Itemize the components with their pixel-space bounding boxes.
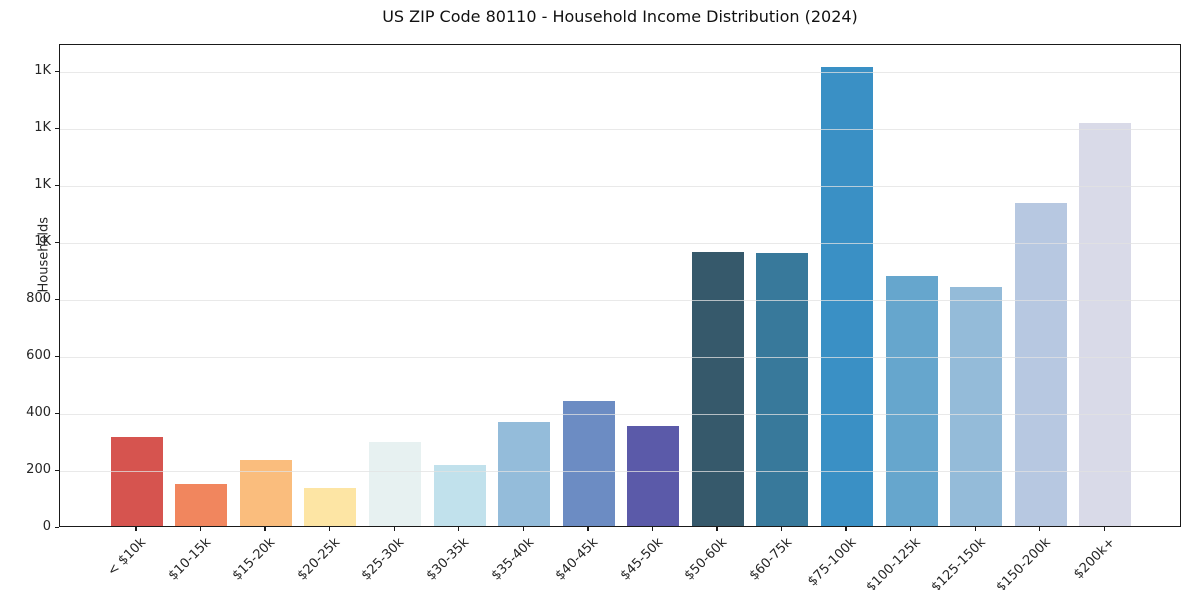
- y-tick-mark: [55, 298, 59, 300]
- bar: [498, 421, 551, 526]
- x-tick-mark: [716, 527, 718, 531]
- bar: [369, 441, 422, 526]
- x-tick-label: $30-35k: [423, 535, 473, 584]
- x-tick-label: $10-15k: [165, 535, 214, 584]
- y-tick-label: 200: [26, 462, 51, 477]
- bar: [433, 465, 486, 526]
- y-tick-label: 0: [42, 519, 51, 534]
- y-tick-label: 600: [26, 348, 51, 364]
- y-tick-mark: [55, 355, 59, 357]
- gridline: [60, 243, 1180, 245]
- x-tick-label: $25-30k: [359, 535, 408, 584]
- x-tick-label: $50-60k: [681, 535, 731, 584]
- bar: [239, 459, 292, 526]
- y-tick-mark: [55, 412, 59, 414]
- y-tick-mark: [55, 241, 59, 243]
- y-tick-mark: [55, 469, 59, 471]
- chart-title: US ZIP Code 80110 - Household Income Dis…: [382, 7, 858, 26]
- x-tick-label: $45-50k: [617, 535, 666, 584]
- bar: [756, 253, 809, 526]
- x-tick-label: < $10k: [105, 535, 150, 580]
- gridline: [60, 357, 1180, 359]
- bar: [950, 286, 1003, 526]
- bar: [1079, 122, 1132, 526]
- x-tick-mark: [199, 527, 202, 531]
- bar: [110, 436, 163, 526]
- y-tick-mark: [55, 526, 59, 528]
- x-tick-mark: [458, 527, 460, 531]
- x-tick-mark: [328, 527, 331, 531]
- y-tick-label: 800: [26, 291, 51, 307]
- y-tick-label: 1K: [34, 234, 51, 250]
- x-tick-label: $15-20k: [230, 535, 279, 584]
- x-tick-mark: [522, 527, 524, 531]
- x-tick-label: $20-25k: [294, 535, 344, 584]
- x-tick-mark: [1039, 527, 1041, 531]
- gridline: [60, 471, 1180, 472]
- x-tick-label: $150-200k: [993, 535, 1054, 590]
- x-tick-mark: [393, 527, 395, 531]
- x-tick-mark: [910, 527, 912, 531]
- gridline: [60, 129, 1180, 131]
- gridline: [60, 414, 1180, 416]
- y-tick-label: 1K: [34, 120, 51, 136]
- bar: [562, 400, 615, 526]
- x-tick-mark: [974, 527, 976, 531]
- x-tick-mark: [845, 527, 847, 531]
- bar: [691, 251, 744, 526]
- x-tick-label: $200k+: [1070, 535, 1118, 583]
- x-tick-mark: [651, 527, 654, 531]
- y-tick-label: 1K: [34, 177, 51, 193]
- x-tick-label: $125-150k: [928, 535, 989, 590]
- x-tick-mark: [135, 527, 137, 531]
- bar: [627, 425, 680, 526]
- bar: [304, 488, 357, 526]
- y-tick-label: 1K: [34, 63, 51, 79]
- x-tick-label: $40-45k: [552, 535, 602, 584]
- gridline: [60, 300, 1180, 302]
- gridline: [60, 186, 1180, 188]
- gridline: [60, 72, 1180, 74]
- y-tick-mark: [55, 127, 59, 129]
- x-tick-mark: [587, 527, 589, 531]
- x-tick-label: $100-125k: [863, 535, 925, 590]
- x-tick-mark: [264, 527, 266, 531]
- x-tick-mark: [780, 527, 783, 531]
- y-axis-label: Households: [36, 216, 52, 293]
- y-tick-mark: [55, 184, 59, 186]
- x-tick-label: $60-75k: [746, 535, 796, 584]
- plot-area: [59, 44, 1181, 527]
- y-tick-mark: [55, 70, 59, 72]
- x-tick-label: $35-40k: [488, 535, 537, 584]
- bar: [1014, 202, 1067, 526]
- bar: [820, 66, 873, 526]
- bar: [175, 483, 228, 526]
- x-tick-mark: [1103, 527, 1105, 531]
- bar: [885, 276, 938, 526]
- y-tick-label: 400: [26, 405, 51, 421]
- x-tick-label: $75-100k: [805, 535, 860, 590]
